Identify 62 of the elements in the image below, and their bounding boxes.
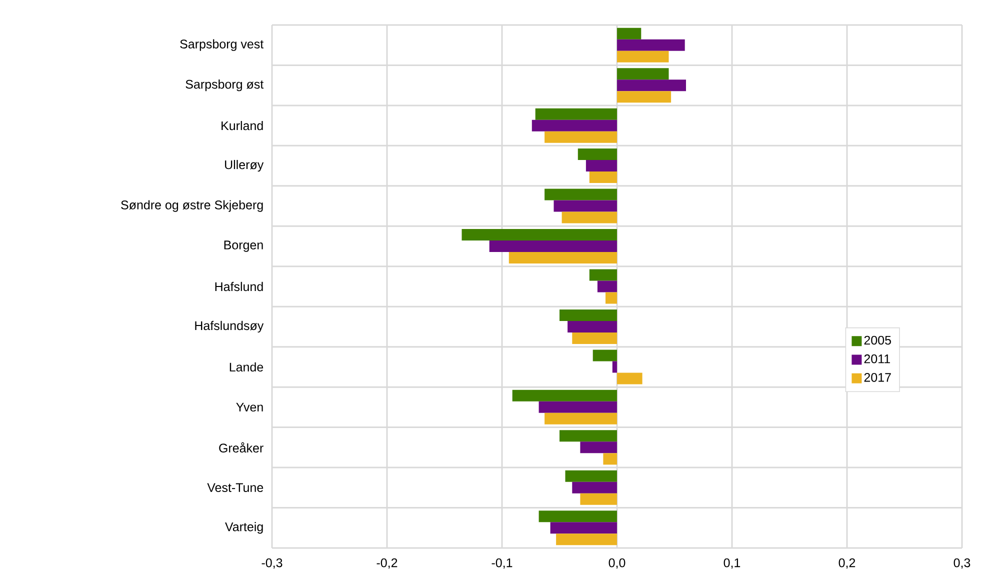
bar bbox=[597, 280, 617, 292]
bar bbox=[617, 28, 642, 40]
bar bbox=[544, 131, 617, 143]
bar bbox=[572, 332, 617, 344]
bar bbox=[562, 212, 617, 224]
y-tick-label: Varteig bbox=[225, 522, 263, 534]
x-tick-label: -0,3 bbox=[262, 558, 282, 569]
bar bbox=[589, 269, 617, 281]
bar bbox=[538, 510, 617, 522]
y-tick-label: Greåker bbox=[219, 442, 264, 453]
x-tick-label: 0,1 bbox=[724, 558, 740, 569]
bar bbox=[550, 522, 617, 534]
bar bbox=[617, 372, 642, 384]
bar bbox=[489, 240, 617, 252]
legend-label: 2005 bbox=[864, 336, 891, 345]
x-tick-label: 0,0 bbox=[608, 558, 626, 569]
y-tick-label: Lande bbox=[230, 362, 264, 372]
bar bbox=[617, 50, 669, 62]
bar bbox=[617, 91, 672, 103]
bar bbox=[572, 482, 617, 494]
y-tick-label: Søndre og østre Skjeberg bbox=[121, 200, 263, 212]
bar bbox=[589, 172, 617, 184]
bar bbox=[508, 252, 617, 264]
bar bbox=[538, 401, 617, 413]
y-tick-label: Hafslundsøy bbox=[195, 320, 264, 333]
bar bbox=[532, 120, 617, 132]
y-tick-label: Hafslund bbox=[215, 282, 263, 292]
y-tick-label: Sarpsborg vest bbox=[180, 39, 264, 51]
y-tick-label: Vest-Tune bbox=[207, 483, 264, 492]
bar bbox=[462, 229, 617, 241]
bar bbox=[606, 292, 617, 304]
bar bbox=[568, 320, 617, 332]
bar bbox=[617, 39, 685, 51]
legend-label: 2017 bbox=[864, 373, 891, 382]
y-tick-label: Ullerøy bbox=[225, 160, 264, 172]
bar bbox=[556, 534, 617, 546]
bar bbox=[603, 453, 617, 465]
bar bbox=[580, 493, 617, 505]
y-tick-label: Borgen bbox=[224, 240, 263, 252]
bar bbox=[560, 309, 617, 321]
bar bbox=[565, 470, 617, 482]
bar bbox=[512, 390, 617, 402]
bar bbox=[586, 160, 617, 172]
x-tick-label: -0,1 bbox=[492, 558, 512, 569]
legend-label: 2011 bbox=[864, 354, 890, 364]
bar bbox=[554, 200, 617, 212]
bar bbox=[578, 148, 617, 160]
y-tick-label: Kurland bbox=[222, 120, 263, 130]
x-tick-label: 0,3 bbox=[954, 558, 970, 569]
bar bbox=[560, 430, 617, 442]
bar bbox=[617, 80, 686, 92]
x-tick-label: -0,2 bbox=[376, 558, 398, 569]
bar bbox=[580, 442, 617, 454]
x-tick-label: 0,2 bbox=[838, 558, 856, 569]
bar bbox=[544, 412, 617, 424]
y-tick-label: Sarpsborg øst bbox=[186, 80, 264, 92]
bar bbox=[535, 108, 617, 120]
bar bbox=[544, 188, 617, 200]
y-tick-label: Yven bbox=[236, 402, 263, 412]
bar bbox=[612, 361, 617, 373]
bar bbox=[617, 68, 669, 80]
bar bbox=[592, 350, 617, 362]
